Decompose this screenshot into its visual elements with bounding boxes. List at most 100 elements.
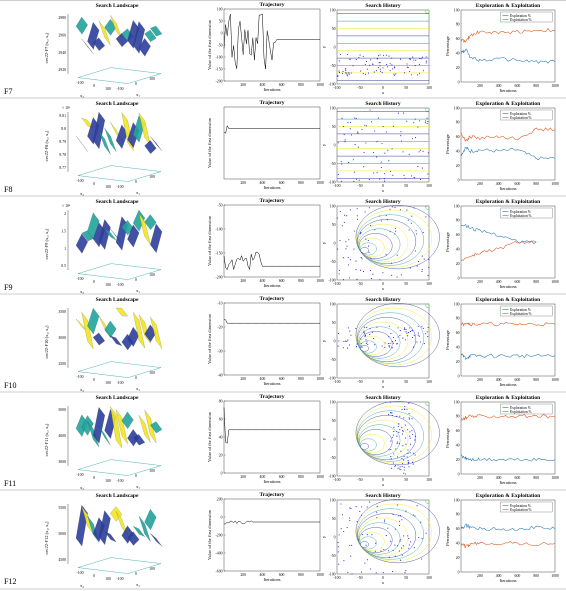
hist-xtick-label: -100 <box>334 282 341 286</box>
traj-xtick-label: 400 <box>260 83 266 87</box>
traj-ytick-label: -150 <box>216 67 223 71</box>
history-point <box>382 54 385 56</box>
history-point <box>400 547 403 549</box>
traj-ytick-label: -30 <box>217 349 222 353</box>
history-point <box>388 414 390 416</box>
history-point <box>420 58 422 60</box>
x2-tick-label: -100 <box>77 375 84 379</box>
pct-tick-label: 80 <box>456 23 460 27</box>
x2-tick-label: 100 <box>105 185 111 189</box>
history-point <box>418 536 420 539</box>
history-point <box>355 346 358 348</box>
history-point <box>398 468 400 470</box>
z-tick-label: 0.5 <box>61 264 66 268</box>
traj-xtick-label: 600 <box>279 181 285 185</box>
history-point <box>379 68 381 70</box>
history-point <box>391 148 393 150</box>
x1-tick-label: 100 <box>149 77 155 81</box>
history-point <box>370 257 372 260</box>
z-axis-label: cec22-F10 (x₁, x₂) <box>44 325 50 359</box>
history-point <box>344 214 346 216</box>
traj-ytick-label: -10 <box>217 301 222 305</box>
history-point <box>394 207 396 209</box>
history-point <box>385 54 387 56</box>
expexp-xtick-label: 200 <box>477 574 483 578</box>
history-point <box>373 338 375 340</box>
history-point <box>408 547 410 549</box>
history-point <box>420 521 422 523</box>
history-point <box>362 55 364 58</box>
history-point <box>337 75 339 78</box>
surface-facet <box>133 21 145 54</box>
history-point <box>425 333 427 335</box>
hist-ytick-label: -50 <box>330 260 335 264</box>
expexp-xtick-label: 1000 <box>551 574 559 578</box>
trajectory-title: Trajectory <box>260 394 285 400</box>
history-point <box>404 339 407 341</box>
pct-tick-label: 100 <box>454 498 460 502</box>
row-f9: F9 Search Landscape 2 1.5 1 0.5 × 10⁴ cec22-F9 … <box>4 198 559 294</box>
history-point <box>392 174 394 176</box>
expexp-ylabel: Percentage <box>445 330 450 350</box>
history-point <box>391 64 393 66</box>
history-contour <box>359 242 377 256</box>
traj-ytick-label: -150 <box>216 251 223 255</box>
pct-tick-label: 20 <box>456 556 460 560</box>
surface-facet <box>144 30 157 42</box>
traj-xlabel: Iterations <box>264 577 281 582</box>
history-point <box>340 161 342 163</box>
history-point <box>346 527 348 529</box>
history-point <box>395 73 397 75</box>
history-point <box>388 325 390 327</box>
traj-xlabel: Iterations <box>264 381 281 386</box>
history-point <box>345 241 347 243</box>
hist-ytick-label: 0 <box>334 143 336 147</box>
surface-facet <box>87 22 100 50</box>
history-point <box>408 58 411 60</box>
surface-facet <box>81 415 94 436</box>
traj-xtick-label: 400 <box>260 279 266 283</box>
series-line-exploration <box>460 48 556 64</box>
history-point <box>349 507 351 509</box>
z-tick-label: 2500 <box>58 362 66 366</box>
traj-ytick-label: 60 <box>219 417 223 421</box>
history-point <box>397 112 399 114</box>
z-tick-label: 1 <box>64 247 66 251</box>
history-point <box>345 72 347 75</box>
hist-xlabel: x <box>382 384 385 389</box>
history-point <box>360 338 362 340</box>
history-point <box>364 562 366 564</box>
history-point <box>390 449 392 451</box>
history-point <box>396 254 398 256</box>
expexp-title: Exploration & Exploitation <box>476 297 540 303</box>
history-point <box>343 340 345 343</box>
history-point <box>340 528 342 530</box>
history-point <box>346 215 348 217</box>
history-point <box>407 535 409 537</box>
hist-xtick-label: 0 <box>382 282 384 286</box>
x2-tick-label: 0 <box>93 280 95 284</box>
surface-facet <box>93 332 105 346</box>
landscape-title: Search Landscape <box>96 395 139 401</box>
history-point <box>370 59 372 61</box>
history-point <box>361 534 363 536</box>
history-point <box>418 335 420 337</box>
history-point <box>348 344 351 346</box>
history-point <box>403 456 405 458</box>
history-point <box>343 125 345 127</box>
history-point <box>366 341 368 343</box>
history-point <box>400 140 403 142</box>
history-point <box>364 73 367 75</box>
history-point <box>379 279 381 281</box>
history-point <box>387 343 389 345</box>
history-point <box>426 122 428 124</box>
history-point <box>394 464 396 466</box>
z-tick-label: 2920 <box>58 68 66 72</box>
history-contour <box>359 335 385 356</box>
surface-facet <box>144 409 157 443</box>
expexp-xtick-label: 400 <box>496 84 502 88</box>
history-point <box>338 273 340 275</box>
history-point <box>403 174 405 176</box>
hist-ytick-label: -100 <box>329 180 336 184</box>
history-point <box>417 325 419 327</box>
